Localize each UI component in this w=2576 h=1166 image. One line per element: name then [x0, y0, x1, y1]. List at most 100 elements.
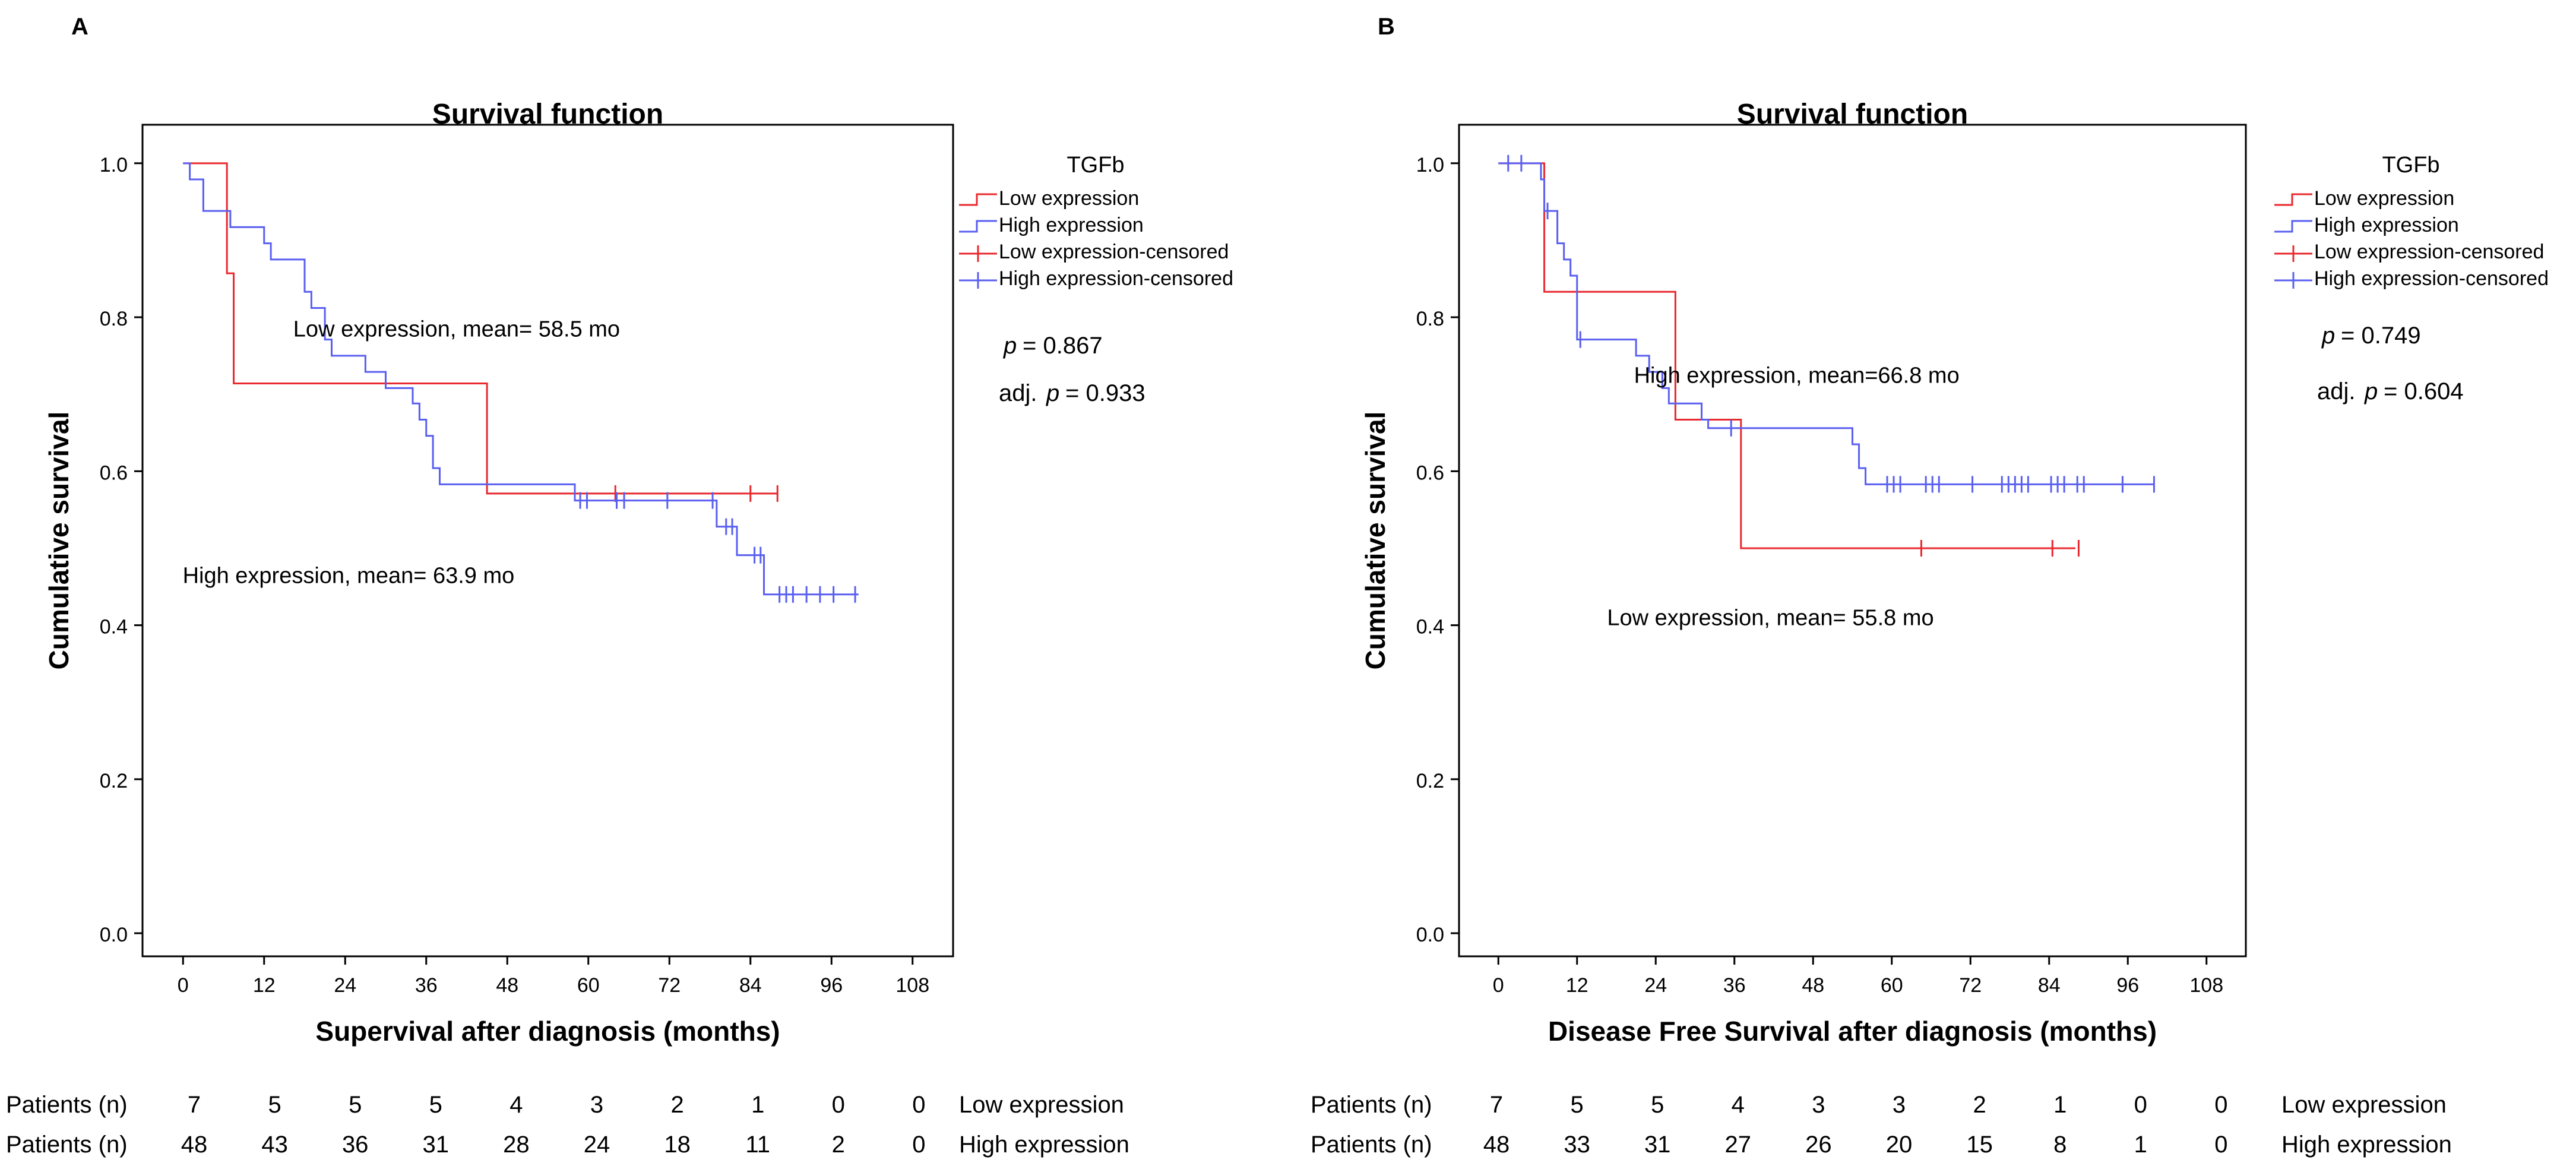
risk-table-group-label: Low expression	[2281, 1092, 2447, 1118]
legend-swatch	[959, 193, 997, 206]
risk-count: 4	[509, 1092, 523, 1118]
y-tick-label: 0.0	[100, 924, 128, 946]
legend-swatch	[2274, 193, 2312, 206]
risk-count: 3	[1812, 1092, 1825, 1118]
y-tick-label: 1.0	[100, 154, 128, 176]
x-tick-label: 84	[739, 974, 762, 997]
legend-item: Low expression-censored	[999, 241, 1229, 263]
risk-count: 0	[2134, 1092, 2147, 1118]
risk-count: 20	[1886, 1132, 1913, 1158]
x-tick-label: 36	[415, 974, 438, 997]
risk-count: 2	[670, 1092, 683, 1118]
y-axis-label: Cumulative survival	[43, 412, 74, 670]
x-tick-label: 24	[334, 974, 356, 997]
legend-item: High expression-censored	[999, 267, 1233, 290]
risk-count: 5	[429, 1092, 442, 1118]
x-tick-label: 60	[1881, 974, 1903, 997]
y-tick-label: 1.0	[1416, 154, 1444, 176]
risk-table-group-label: Low expression	[959, 1092, 1124, 1118]
risk-count: 0	[2214, 1132, 2227, 1158]
y-tick-label: 0.4	[100, 616, 128, 639]
mean-annotation: Low expression, mean= 55.8 mo	[1607, 606, 1933, 631]
y-tick-label: 0.2	[1416, 770, 1444, 792]
adj-p-label: p	[1046, 380, 1059, 406]
y-tick-label: 0.2	[100, 770, 128, 792]
y-tick-label: 0.8	[1416, 308, 1444, 330]
y-tick-label: 0.4	[1416, 616, 1444, 639]
x-tick-label: 12	[1566, 974, 1588, 997]
p-value-label: p	[2321, 323, 2335, 349]
high-expression-curve	[1498, 162, 2154, 485]
plot-frame	[141, 124, 954, 958]
risk-count: 3	[1893, 1092, 1906, 1118]
plot-frame	[1458, 124, 2247, 958]
x-axis-label: Disease Free Survival after diagnosis (m…	[1548, 1016, 2157, 1047]
legend-title: TGFb	[1067, 153, 1124, 178]
risk-count: 43	[261, 1132, 288, 1158]
adj-p-value: = 0.933	[1065, 380, 1145, 406]
risk-table-row-label: Patients (n)	[1311, 1132, 1432, 1158]
p-value: = 0.749	[2341, 323, 2421, 349]
legend-item: High expression	[999, 214, 1144, 236]
adj-p-prefix: adj.	[999, 380, 1037, 406]
x-tick-label: 108	[895, 974, 929, 997]
x-tick-label: 0	[178, 974, 189, 997]
p-value-label: p	[1003, 333, 1017, 359]
legend-item: Low expression	[999, 187, 1139, 210]
x-tick-label: 12	[253, 974, 276, 997]
risk-count: 5	[1651, 1092, 1664, 1118]
x-tick-label: 108	[2189, 974, 2223, 997]
x-tick-label: 84	[2038, 974, 2061, 997]
risk-count: 5	[349, 1092, 362, 1118]
legend-swatch	[959, 220, 997, 233]
adj-p-value: = 0.604	[2384, 378, 2464, 405]
x-tick-label: 24	[1644, 974, 1667, 997]
mean-annotation: High expression, mean=66.8 mo	[1634, 363, 1960, 388]
p-value: = 0.867	[1023, 333, 1103, 359]
low-expression-curve	[1498, 162, 2075, 549]
risk-count: 28	[503, 1132, 530, 1158]
adj-p-label: p	[2364, 378, 2378, 405]
x-tick-label: 60	[577, 974, 600, 997]
x-tick-label: 48	[1802, 974, 1824, 997]
mean-annotation: High expression, mean= 63.9 mo	[183, 563, 515, 588]
x-tick-label: 96	[820, 974, 843, 997]
mean-annotation: Low expression, mean= 58.5 mo	[293, 317, 620, 342]
risk-count: 36	[342, 1132, 369, 1158]
risk-count: 7	[1490, 1092, 1503, 1118]
legend-item: High expression	[2314, 214, 2459, 236]
risk-count: 31	[423, 1132, 450, 1158]
x-tick-label: 72	[1959, 974, 1982, 997]
risk-count: 18	[664, 1132, 691, 1158]
y-tick-label: 0.6	[100, 462, 128, 484]
risk-count: 0	[912, 1132, 925, 1158]
legend-item: Low expression	[2314, 187, 2454, 210]
risk-table-row-label: Patients (n)	[1311, 1092, 1432, 1118]
risk-count: 1	[2134, 1132, 2147, 1158]
risk-count: 0	[2214, 1092, 2227, 1118]
risk-count: 26	[1805, 1132, 1832, 1158]
legend-swatch	[2274, 220, 2312, 233]
risk-count: 1	[2053, 1092, 2067, 1118]
risk-count: 24	[584, 1132, 610, 1158]
low-expression-curve	[183, 162, 778, 495]
y-tick-label: 0.8	[100, 308, 128, 330]
risk-count: 0	[912, 1092, 925, 1118]
risk-count: 48	[1483, 1132, 1510, 1158]
risk-count: 15	[1966, 1132, 1993, 1158]
risk-table-row-label: Patients (n)	[6, 1092, 128, 1118]
high-expression-curve	[183, 162, 859, 596]
panel-label: B	[1378, 14, 1395, 40]
x-tick-label: 0	[1493, 974, 1504, 997]
x-axis-label: Supervival after diagnosis (months)	[315, 1016, 780, 1047]
risk-count: 8	[2053, 1132, 2067, 1158]
legend-item: High expression-censored	[2314, 267, 2549, 290]
risk-count: 5	[1570, 1092, 1583, 1118]
risk-count: 33	[1564, 1132, 1590, 1158]
risk-count: 2	[832, 1132, 845, 1158]
legend-item: Low expression-censored	[2314, 241, 2544, 263]
risk-count: 0	[832, 1092, 845, 1118]
risk-count: 27	[1725, 1132, 1752, 1158]
